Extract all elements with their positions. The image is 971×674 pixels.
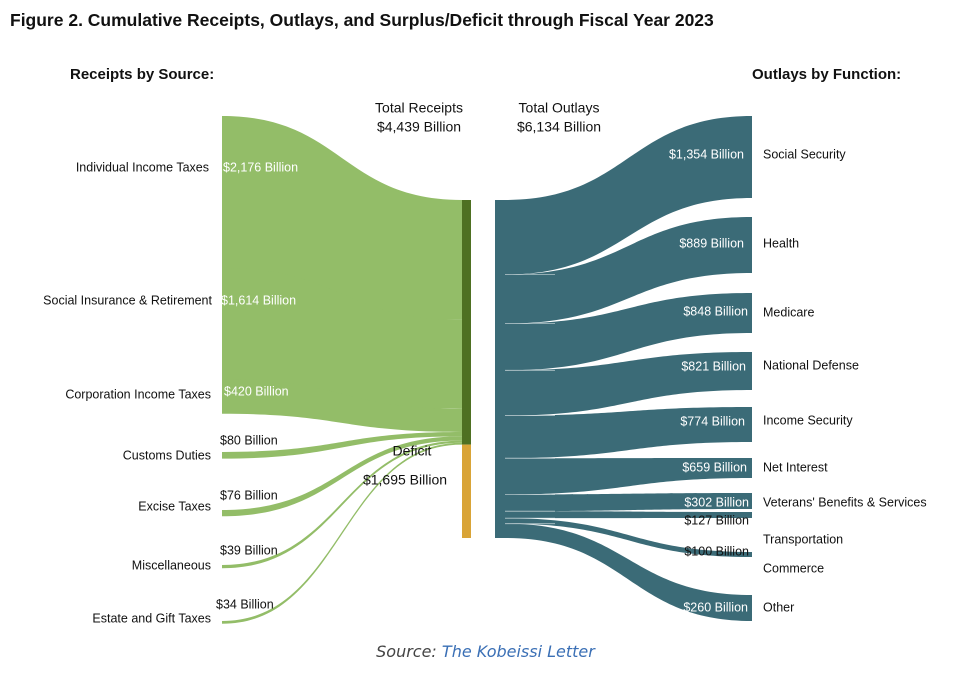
flow-veterans-benefits-services (505, 493, 752, 512)
flow-corporation-income-taxes (222, 379, 462, 432)
receipt-label-social-insurance-retirement: Social Insurance & Retirement (43, 293, 212, 307)
total-outlays-label: Total Outlays (519, 100, 600, 116)
receipt-value-corporation-income-taxes: $420 Billion (224, 384, 289, 398)
flow-medicare (505, 293, 752, 371)
total-outlays-bar (495, 200, 505, 538)
outlay-value-medicare: $848 Billion (683, 304, 748, 318)
outlay-value-commerce: $100 Billion (684, 544, 749, 558)
outlay-value-other: $260 Billion (683, 600, 748, 614)
receipt-value-customs-duties: $80 Billion (220, 433, 278, 447)
outlay-label-transportation: Transportation (763, 532, 843, 546)
outlay-label-commerce: Commerce (763, 561, 824, 575)
outlay-value-health: $889 Billion (679, 236, 744, 250)
receipt-value-excise-taxes: $76 Billion (220, 488, 278, 502)
figure-title: Figure 2. Cumulative Receipts, Outlays, … (10, 10, 714, 30)
flow-commerce (505, 518, 752, 557)
flow-social-security (505, 116, 752, 275)
outlay-label-other: Other (763, 600, 794, 614)
receipt-label-individual-income-taxes: Individual Income Taxes (76, 160, 209, 174)
outlay-value-transportation: $127 Billion (684, 513, 749, 527)
flow-excise-taxes (222, 436, 462, 517)
deficit-label: Deficit (393, 443, 432, 459)
receipt-value-estate-and-gift-taxes: $34 Billion (216, 597, 274, 611)
outlay-value-national-defense: $821 Billion (681, 359, 746, 373)
flow-individual-income-taxes (222, 116, 462, 320)
outlay-label-net-interest: Net Interest (763, 460, 828, 474)
flow-miscellaneous (222, 440, 462, 569)
outlay-label-medicare: Medicare (763, 305, 814, 319)
receipt-value-social-insurance-retirement: $1,614 Billion (221, 293, 296, 307)
sankey-chart: Individual Income Taxes $2,176 Billion Soc… (43, 100, 927, 626)
deficit-value: $1,695 Billion (363, 472, 447, 488)
source-link[interactable]: The Kobeissi Letter (441, 642, 595, 661)
flow-net-interest (505, 458, 752, 495)
outlay-value-social-security: $1,354 Billion (669, 147, 744, 161)
outlay-value-veterans-benefits-services: $302 Billion (684, 495, 749, 509)
outlay-label-veterans-benefits-services: Veterans' Benefits & Services (763, 495, 927, 509)
receipt-label-excise-taxes: Excise Taxes (138, 499, 211, 513)
receipt-value-miscellaneous: $39 Billion (220, 543, 278, 557)
total-receipts-value: $4,439 Billion (377, 119, 461, 135)
total-receipts-bar (462, 200, 471, 445)
outlay-label-national-defense: National Defense (763, 358, 859, 372)
deficit-bar (462, 444, 471, 538)
total-receipts-label: Total Receipts (375, 100, 463, 116)
flow-estate-and-gift-taxes (222, 442, 462, 624)
outlay-value-income-security: $774 Billion (680, 414, 745, 428)
receipts-heading: Receipts by Source: (70, 66, 215, 83)
flow-social-insurance-retirement (222, 268, 462, 409)
receipt-value-individual-income-taxes: $2,176 Billion (223, 160, 298, 174)
outlays-heading: Outlays by Function: (752, 66, 902, 83)
flow-health (505, 217, 752, 324)
outlay-label-health: Health (763, 236, 799, 250)
receipt-label-corporation-income-taxes: Corporation Income Taxes (65, 387, 211, 401)
receipt-label-customs-duties: Customs Duties (123, 448, 211, 462)
source-prefix: Source: (376, 642, 437, 661)
receipt-label-miscellaneous: Miscellaneous (132, 558, 211, 572)
outlay-label-income-security: Income Security (763, 413, 853, 427)
flow-other (505, 523, 752, 621)
outlay-value-net-interest: $659 Billion (682, 460, 747, 474)
receipt-label-estate-and-gift-taxes: Estate and Gift Taxes (92, 611, 211, 625)
flow-national-defense (505, 352, 752, 416)
total-outlays-value: $6,134 Billion (517, 119, 601, 135)
flow-income-security (505, 407, 752, 459)
outlay-label-social-security: Social Security (763, 147, 846, 161)
flow-transportation (505, 511, 752, 519)
flow-customs-duties (222, 431, 462, 459)
source-line: Source: The Kobeissi Letter (0, 642, 971, 661)
